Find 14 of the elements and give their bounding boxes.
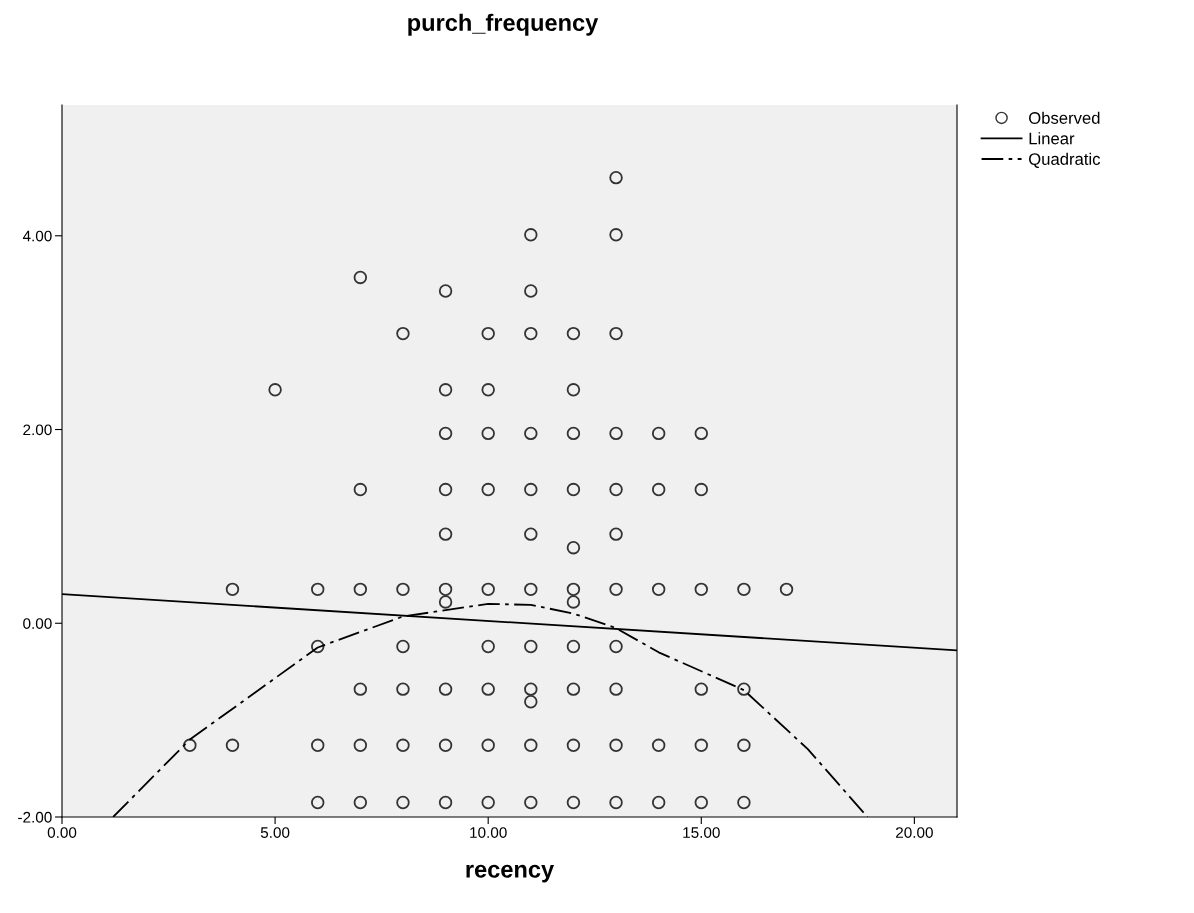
x-tick-label: 5.00 — [260, 827, 290, 838]
x-tick-label: 0.00 — [47, 827, 77, 838]
y-tick-label: 0.00 — [23, 618, 52, 629]
legend-label: Observed — [1029, 111, 1100, 124]
legend-label: Linear — [1029, 132, 1075, 145]
y-tick-label: -2.00 — [18, 811, 52, 823]
x-tick-label: 10.00 — [470, 827, 507, 838]
x-tick-label: 15.00 — [683, 827, 720, 838]
y-tick-label: 4.00 — [22, 230, 52, 242]
x-axis-title: recency — [466, 864, 555, 883]
legend-label: Quadratic — [1029, 152, 1101, 168]
y-tick-label: 2.00 — [23, 424, 52, 436]
chart-title: purch_frequency — [408, 13, 599, 36]
x-tick-label: 20.00 — [896, 827, 933, 838]
